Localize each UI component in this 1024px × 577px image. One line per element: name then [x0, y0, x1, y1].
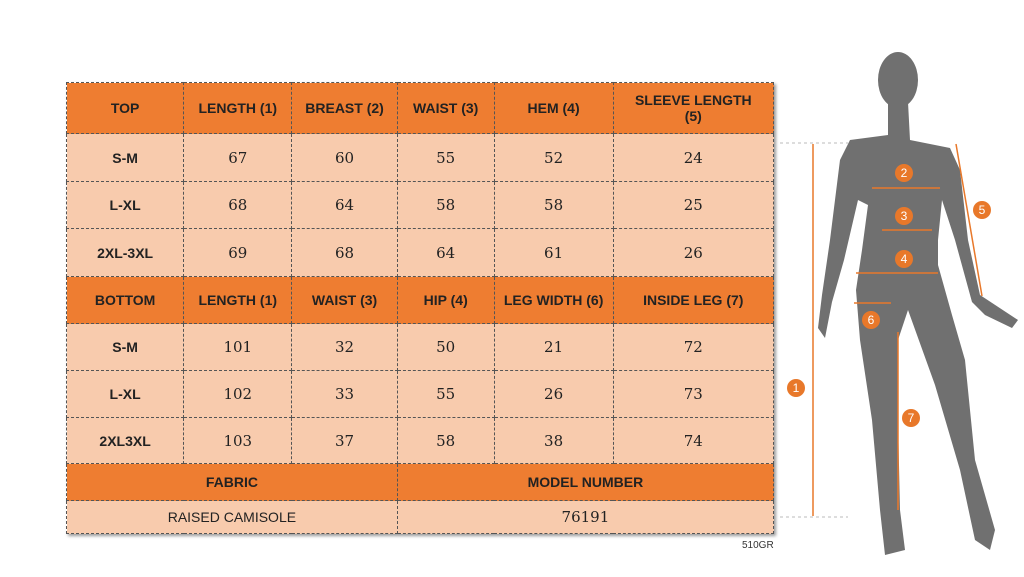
size-label: S-M	[65, 133, 185, 182]
table-row: 2XL3XL 103 37 58 38 74	[65, 417, 775, 464]
marker-circle	[787, 379, 805, 397]
measurement-cell: 64	[291, 181, 398, 229]
top-header-row: TOP LENGTH (1) BREAST (2) WAIST (3) HEM …	[65, 82, 775, 134]
measurement-cell: 67	[183, 133, 293, 182]
size-label: 2XL-3XL	[65, 228, 185, 277]
marker-circle	[862, 311, 880, 329]
table-row: S-M 67 60 55 52 24	[65, 133, 775, 182]
header-cell: HIP (4)	[396, 276, 495, 324]
measurement-cell: 101	[183, 323, 293, 371]
table-row: S-M 101 32 50 21 72	[65, 323, 775, 371]
measurement-cell: 68	[291, 228, 398, 277]
measurement-cell: 26	[493, 370, 614, 418]
measurement-cell: 69	[183, 228, 293, 277]
measurement-cell: 61	[493, 228, 614, 277]
header-cell: BOTTOM	[65, 276, 185, 324]
measurement-cell: 60	[291, 133, 398, 182]
measurement-cell: 58	[493, 181, 614, 229]
fabric-value: RAISED CAMISOLE	[66, 500, 398, 534]
marker-circle	[902, 409, 920, 427]
marker-label: 6	[868, 313, 875, 327]
marker-label: 4	[901, 252, 908, 266]
measurement-cell: 64	[396, 228, 495, 277]
marker-label: 7	[908, 411, 915, 425]
measurement-arrows	[812, 143, 983, 516]
marker-label: 3	[901, 209, 908, 223]
header-cell: TOP	[65, 82, 185, 134]
measurement-cell: 33	[291, 370, 398, 418]
marker-circle	[895, 207, 913, 225]
header-cell: LEG WIDTH (6)	[493, 276, 614, 324]
body-measurement-figure: 1 2 3 4 5 6 7	[780, 52, 1018, 555]
product-code: 510GR	[742, 540, 774, 551]
measurement-cell: 58	[396, 417, 495, 464]
header-cell: SLEEVE LENGTH (5)	[612, 82, 775, 134]
size-label: L-XL	[65, 181, 185, 229]
measurement-cell: 55	[396, 370, 495, 418]
marker-circle	[895, 250, 913, 268]
measurement-cell: 26	[612, 228, 775, 277]
measurement-cell: 103	[183, 417, 293, 464]
silhouette	[818, 52, 1018, 555]
measurement-cell: 38	[493, 417, 614, 464]
marker-label: 2	[901, 166, 908, 180]
header-cell: WAIST (3)	[291, 276, 398, 324]
size-label: L-XL	[65, 370, 185, 418]
table-row: 2XL-3XL 69 68 64 61 26	[65, 228, 775, 277]
size-label: 2XL3XL	[65, 417, 185, 464]
measurement-cell: 72	[612, 323, 775, 371]
table-row: L-XL 68 64 58 58 25	[65, 181, 775, 229]
model-number-label: MODEL NUMBER	[396, 463, 775, 501]
guide-lines	[780, 142, 848, 518]
measurement-cell: 74	[612, 417, 775, 464]
measurement-cell: 50	[396, 323, 495, 371]
measurement-cell: 21	[493, 323, 614, 371]
model-number-value: 76191	[396, 500, 775, 534]
header-cell: LENGTH (1)	[183, 276, 293, 324]
header-cell: WAIST (3)	[396, 82, 495, 134]
header-cell: LENGTH (1)	[183, 82, 293, 134]
footer-value-row: RAISED CAMISOLE 76191	[66, 500, 775, 534]
measurement-cell: 73	[612, 370, 775, 418]
measurement-cell: 32	[291, 323, 398, 371]
marker-circle	[973, 201, 991, 219]
header-cell: HEM (4)	[493, 82, 614, 134]
measurement-cell: 55	[396, 133, 495, 182]
fabric-label: FABRIC	[66, 463, 398, 501]
size-chart-table: TOP LENGTH (1) BREAST (2) WAIST (3) HEM …	[65, 82, 775, 534]
marker-circle	[895, 164, 913, 182]
measurement-cell: 102	[183, 370, 293, 418]
measurement-cell: 52	[493, 133, 614, 182]
size-label: S-M	[65, 323, 185, 371]
header-cell: INSIDE LEG (7)	[612, 276, 775, 324]
footer-header-row: FABRIC MODEL NUMBER	[66, 463, 775, 501]
header-cell: BREAST (2)	[291, 82, 398, 134]
measurement-cell: 25	[612, 181, 775, 229]
marker-label: 5	[979, 203, 986, 217]
bottom-header-row: BOTTOM LENGTH (1) WAIST (3) HIP (4) LEG …	[65, 276, 775, 324]
measurement-cell: 58	[396, 181, 495, 229]
measurement-cell: 24	[612, 133, 775, 182]
marker-label: 1	[793, 381, 800, 395]
table-row: L-XL 102 33 55 26 73	[65, 370, 775, 418]
measurement-cell: 37	[291, 417, 398, 464]
measurement-cell: 68	[183, 181, 293, 229]
